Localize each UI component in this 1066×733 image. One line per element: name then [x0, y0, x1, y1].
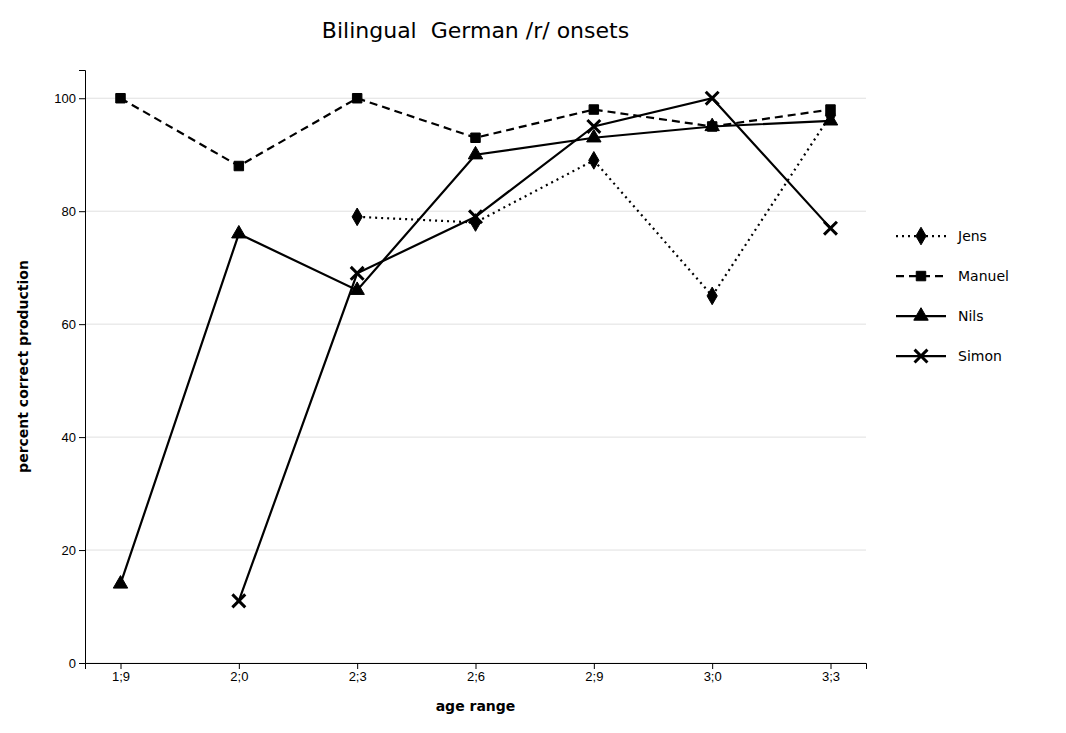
- series-marker: [587, 120, 600, 133]
- series-line: [357, 115, 830, 296]
- y-axis: 0 20 40 60 80 100: [54, 71, 85, 671]
- legend-marker: [916, 227, 926, 245]
- series-line: [121, 121, 831, 584]
- x-tick-label: 3;3: [822, 669, 840, 684]
- y-axis-line: [79, 71, 86, 664]
- y-tick-label: 0: [69, 656, 76, 671]
- series-marker: [471, 133, 480, 142]
- legend-label: Manuel: [958, 268, 1009, 284]
- x-tick-label: 2;9: [585, 669, 603, 684]
- x-tick-mark: [476, 663, 477, 669]
- series-marker: [352, 93, 361, 102]
- y-tick: 0: [69, 656, 85, 671]
- series-marker: [589, 105, 598, 114]
- grid-line: [85, 98, 866, 99]
- y-tick: 40: [62, 430, 85, 445]
- x-tick-label: 2;3: [349, 669, 367, 684]
- grid-line: [85, 550, 866, 551]
- grid-line: [85, 324, 866, 325]
- series-line: [121, 98, 831, 166]
- legend-label: Nils: [958, 308, 984, 324]
- y-tick-mark: [79, 324, 85, 325]
- x-tick: 2;6: [467, 663, 485, 684]
- y-axis-title: percent correct production: [15, 260, 31, 473]
- series-marker: [706, 92, 719, 105]
- legend: Jens Manuel Nils Simon: [896, 227, 1009, 364]
- legend-item: Jens: [896, 227, 987, 245]
- x-tick: 2;9: [585, 663, 603, 684]
- title: Bilingual German /r/ onsets: [322, 18, 629, 43]
- y-tick-mark: [79, 437, 85, 438]
- series-marker: [468, 146, 482, 158]
- x-tick-mark: [594, 663, 595, 669]
- x-axis: 1;9 2;0 2;3 2;6 2;9 3;0 3;3: [86, 663, 867, 684]
- series-marker: [707, 287, 717, 305]
- series-marker: [113, 576, 127, 588]
- x-tick-mark: [239, 663, 240, 669]
- x-tick: 3;0: [704, 663, 722, 684]
- grid-line: [85, 211, 866, 212]
- y-tick-label: 60: [62, 317, 76, 332]
- series-marker: [352, 208, 362, 226]
- x-axis-line: [86, 664, 867, 670]
- x-tick-label: 1;9: [112, 669, 130, 684]
- legend-marker: [916, 271, 925, 280]
- grid-line: [85, 437, 866, 438]
- series-marker: [232, 225, 246, 237]
- series-marker: [824, 222, 837, 235]
- x-tick: 1;9: [112, 663, 130, 684]
- series: [116, 93, 835, 170]
- y-tick: 20: [62, 543, 85, 558]
- series-marker: [116, 93, 125, 102]
- y-tick-label: 40: [62, 430, 76, 445]
- series: [352, 106, 836, 304]
- y-tick: 80: [62, 204, 85, 219]
- y-tick-label: 100: [54, 91, 76, 106]
- series-marker: [234, 161, 243, 170]
- y-tick: 100: [54, 91, 85, 106]
- y-tick-label: 80: [62, 204, 76, 219]
- series-marker: [351, 267, 364, 280]
- legend-label: Simon: [958, 348, 1002, 364]
- x-tick-mark: [357, 663, 358, 669]
- legend-marker: [915, 350, 928, 363]
- x-tick: 3;3: [822, 663, 840, 684]
- x-tick-label: 3;0: [704, 669, 722, 684]
- legend-item: Nils: [896, 308, 984, 324]
- series-line: [239, 98, 831, 601]
- x-tick-label: 2;6: [467, 669, 485, 684]
- x-axis-title: age range: [436, 698, 516, 714]
- x-tick: 2;0: [230, 663, 248, 684]
- series: [232, 92, 837, 608]
- series-marker: [823, 113, 837, 125]
- legend-item: Manuel: [896, 268, 1009, 284]
- series: [113, 113, 837, 589]
- series-marker: [232, 594, 245, 607]
- x-tick-mark: [831, 663, 832, 669]
- y-tick-label: 20: [62, 543, 76, 558]
- y-tick-mark: [79, 663, 85, 664]
- legend-marker: [914, 308, 928, 320]
- grid: [85, 98, 866, 663]
- y-tick-mark: [79, 98, 85, 99]
- y-tick-mark: [79, 211, 85, 212]
- x-tick-mark: [712, 663, 713, 669]
- y-tick-mark: [79, 550, 85, 551]
- chart: 1;9 2;0 2;3 2;6 2;9 3;0 3;3 0 20 40 60 80 100 Bilingu…: [0, 0, 1066, 733]
- x-tick-mark: [121, 663, 122, 669]
- plot: 1;9 2;0 2;3 2;6 2;9 3;0 3;3 0 20 40 60 80 100: [54, 71, 866, 685]
- legend-label: Jens: [957, 228, 987, 244]
- y-tick: 60: [62, 317, 85, 332]
- legend-item: Simon: [896, 348, 1002, 364]
- data-marks: [113, 92, 837, 608]
- series-marker: [589, 152, 599, 170]
- series-marker: [469, 210, 482, 223]
- x-tick-label: 2;0: [230, 669, 248, 684]
- series-marker: [705, 118, 719, 130]
- x-tick: 2;3: [349, 663, 367, 684]
